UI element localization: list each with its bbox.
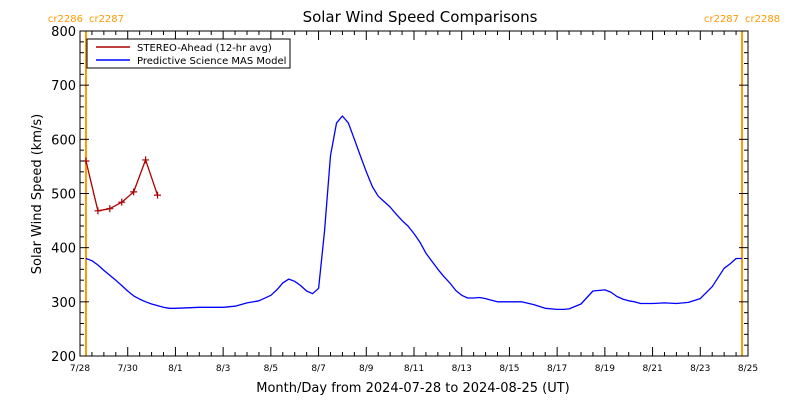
carrington-label-right: cr2288 (745, 14, 780, 25)
data-point-plus (154, 191, 162, 199)
x-tick-label: 8/13 (452, 364, 472, 374)
y-tick-label: 300 (51, 296, 76, 311)
legend: STEREO-Ahead (12-hr avg) Predictive Scie… (86, 38, 291, 69)
x-tick-label: 8/1 (168, 364, 182, 374)
data-point-plus (94, 207, 102, 215)
x-axis-label: Month/Day from 2024-07-28 to 2024-08-25 … (256, 381, 569, 396)
data-point-plus (106, 205, 114, 213)
y-tick-label: 500 (51, 188, 76, 203)
chart-title: Solar Wind Speed Comparisons (303, 8, 538, 26)
x-tick-label: 8/23 (690, 364, 710, 374)
series-line-1 (85, 115, 742, 311)
x-tick-label: 8/15 (499, 364, 519, 374)
x-tick-label: 8/11 (404, 364, 424, 374)
carrington-label-left: cr2287 (704, 14, 739, 25)
y-axis-label: Solar Wind Speed (km/s) (30, 114, 45, 274)
y-tick-label: 200 (51, 350, 76, 365)
x-tick-label: 8/19 (595, 364, 615, 374)
x-tick-label: 8/25 (738, 364, 758, 374)
x-tick-label: 8/21 (642, 364, 662, 374)
data-point-plus (130, 188, 138, 196)
y-tick-label: 400 (51, 242, 76, 257)
series-layer (82, 115, 742, 311)
x-tick-label: 7/28 (70, 364, 90, 374)
y-tick-label: 600 (51, 133, 76, 148)
y-tick-label: 800 (51, 25, 76, 40)
carrington-label-left: cr2286 (48, 14, 83, 25)
data-point-plus (118, 198, 126, 206)
x-tick-label: 8/7 (311, 364, 325, 374)
legend-box (86, 38, 291, 69)
y-tick-label: 700 (51, 79, 76, 94)
data-point-plus (142, 156, 150, 164)
legend-label-stereo: STEREO-Ahead (12-hr avg) (137, 43, 272, 54)
legend-label-model: Predictive Science MAS Model (137, 56, 286, 67)
x-tick-label: 8/9 (359, 364, 374, 374)
x-tick-label: 8/3 (216, 364, 230, 374)
x-tick-label: 8/5 (264, 364, 278, 374)
x-tick-label: 7/30 (118, 364, 138, 374)
carrington-label-right: cr2287 (89, 14, 124, 25)
axis-layer: 200 300 400 500 600 700 800 7/28 7/30 8/1 8/3 8/5 8/… (51, 25, 758, 374)
x-tick-label: 8/17 (547, 364, 567, 374)
